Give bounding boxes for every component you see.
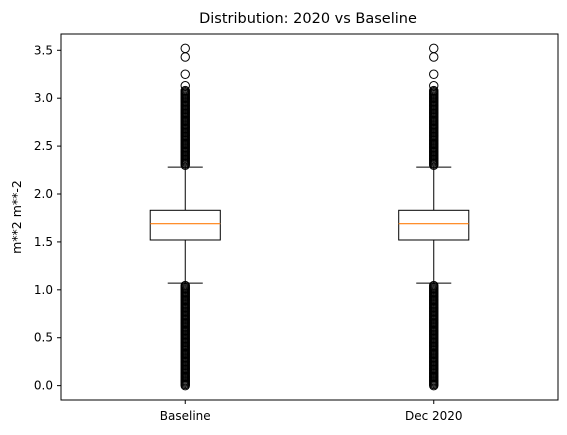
outlier-point bbox=[180, 81, 190, 91]
y-tick-label: 2.5 bbox=[34, 139, 53, 153]
outlier-point bbox=[429, 81, 439, 91]
outlier-point bbox=[180, 43, 190, 54]
axes-frame bbox=[60, 33, 559, 401]
y-tick-label: 3.5 bbox=[34, 43, 53, 57]
y-tick-label: 1.0 bbox=[34, 283, 53, 297]
y-axis-label: m**2 m**-2 bbox=[9, 180, 24, 254]
box-group-dec-2020 bbox=[398, 43, 470, 391]
outlier-point bbox=[429, 85, 439, 96]
y-tick-label: 1.5 bbox=[34, 235, 53, 249]
outlier-point bbox=[180, 85, 190, 96]
y-tick-label: 3.0 bbox=[34, 91, 53, 105]
outlier-point bbox=[429, 43, 439, 54]
box-group-baseline bbox=[149, 43, 221, 391]
plot-area bbox=[149, 43, 470, 391]
outlier-point bbox=[429, 69, 439, 79]
x-axis-ticks: Baseline Dec 2020 bbox=[160, 400, 463, 423]
y-tick-label: 0.0 bbox=[34, 379, 53, 393]
iqr-box bbox=[398, 209, 470, 241]
y-tick-label: 0.5 bbox=[34, 331, 53, 345]
x-tick-label: Baseline bbox=[160, 409, 211, 423]
chart-title: Distribution: 2020 vs Baseline bbox=[199, 11, 417, 27]
outlier-point bbox=[180, 69, 190, 79]
y-axis-ticks: 0.0 0.5 1.0 1.5 2.0 2.5 3.0 3.5 bbox=[34, 43, 61, 393]
iqr-box bbox=[149, 209, 221, 241]
x-tick-label: Dec 2020 bbox=[405, 409, 463, 423]
y-tick-label: 2.0 bbox=[34, 187, 53, 201]
